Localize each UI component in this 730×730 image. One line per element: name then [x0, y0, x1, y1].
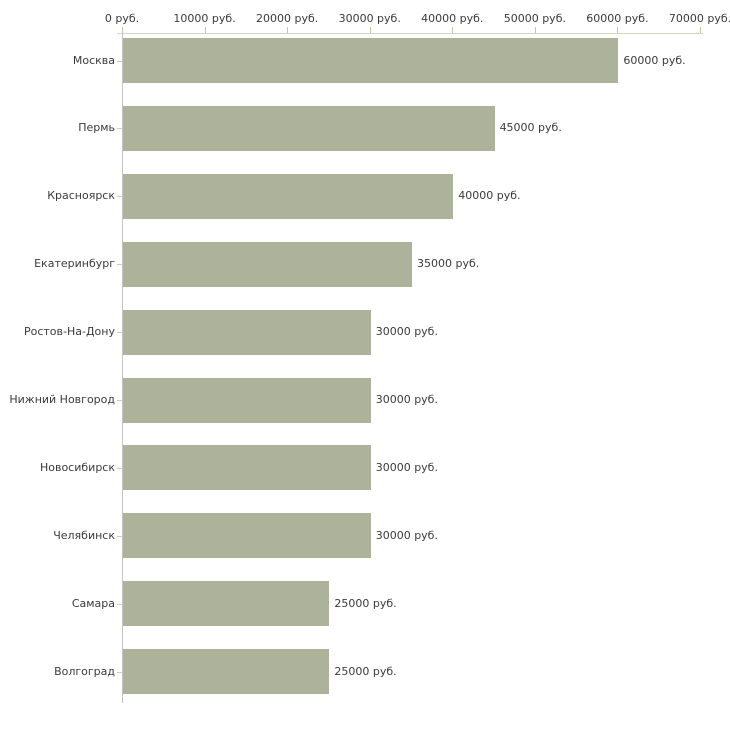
x-tick — [534, 27, 536, 33]
bar — [123, 173, 454, 219]
bar — [123, 513, 371, 559]
value-label: 25000 руб. — [334, 664, 397, 678]
x-tick-label: 30000 руб. — [338, 12, 401, 25]
x-tick-label: 50000 руб. — [503, 12, 566, 25]
y-tick — [117, 264, 122, 265]
value-label: 30000 руб. — [375, 460, 438, 474]
bar — [123, 445, 371, 491]
x-tick — [369, 27, 371, 33]
x-tick-label: 20000 руб. — [256, 12, 319, 25]
x-tick — [204, 27, 206, 33]
bar — [123, 241, 412, 287]
y-tick — [117, 536, 122, 537]
x-tick — [452, 27, 454, 33]
x-tick — [700, 27, 701, 33]
category-label: Пермь — [78, 121, 115, 135]
category-label: Новосибирск — [39, 460, 115, 474]
x-tick-label: 60000 руб. — [586, 12, 649, 25]
value-label: 45000 руб. — [499, 121, 562, 135]
x-tick — [287, 27, 289, 33]
x-tick-label: 10000 руб. — [173, 12, 236, 25]
value-label: 30000 руб. — [375, 393, 438, 406]
x-axis-line — [117, 33, 703, 34]
category-label: Волгоград — [54, 664, 115, 678]
category-label: Москва — [72, 53, 115, 67]
category-label: Нижний Новгород — [9, 393, 115, 406]
y-tick — [117, 400, 122, 401]
value-label: 35000 руб. — [417, 257, 480, 271]
category-label: Челябинск — [53, 528, 115, 542]
y-tick — [117, 332, 122, 333]
category-label: Екатеринбург — [34, 257, 115, 271]
value-label: 40000 руб. — [458, 189, 521, 203]
y-tick — [117, 604, 122, 605]
y-tick — [117, 468, 122, 469]
value-label: 60000 руб. — [623, 53, 686, 67]
x-tick-label: 70000 руб. — [668, 12, 730, 25]
value-label: 25000 руб. — [334, 596, 397, 610]
bar — [123, 105, 495, 151]
y-tick — [117, 196, 122, 197]
bar — [123, 309, 371, 355]
value-label: 30000 руб. — [375, 528, 438, 542]
value-label: 30000 руб. — [375, 325, 438, 339]
bar — [123, 377, 371, 423]
y-tick — [117, 61, 122, 62]
category-label: Самара — [71, 596, 115, 610]
bar — [123, 581, 330, 627]
x-tick-label: 40000 руб. — [421, 12, 484, 25]
category-label: Красноярск — [47, 189, 115, 203]
x-tick — [617, 27, 619, 33]
y-tick — [117, 672, 122, 673]
x-tick — [122, 27, 123, 33]
y-tick — [117, 128, 122, 129]
y-axis-line — [122, 33, 123, 703]
category-label: Ростов-На-Дону — [23, 325, 115, 339]
bar — [123, 649, 330, 695]
bar — [123, 38, 619, 83]
x-tick-label: 0 руб. — [104, 12, 140, 25]
